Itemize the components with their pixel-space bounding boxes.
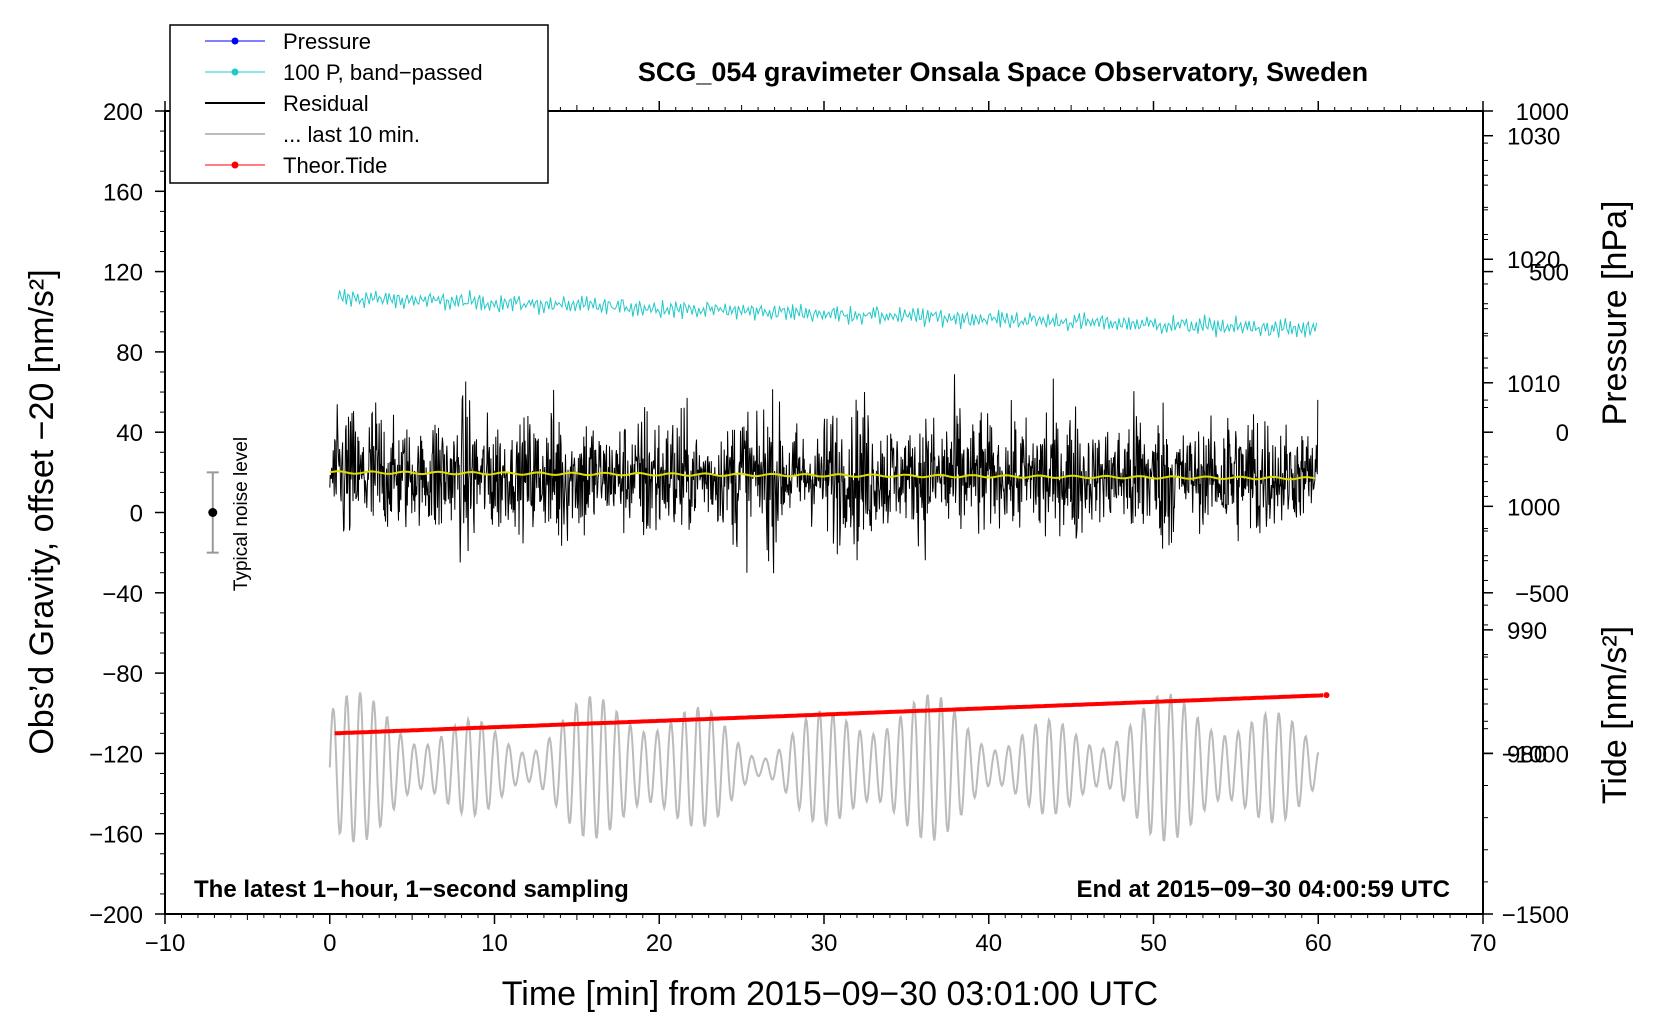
pressure-tick-label: 1010	[1507, 371, 1560, 398]
pressure-tick-label: 1000	[1507, 494, 1560, 521]
y-tick-label: 120	[103, 260, 143, 287]
end-time-annotation: End at 2015−09−30 04:00:59 UTC	[1076, 876, 1450, 903]
tide-tick-label: −1000	[1502, 741, 1569, 768]
theor-tide-end-point	[1323, 692, 1330, 699]
series-layer	[328, 289, 1330, 843]
x-tick-label: 30	[811, 930, 838, 957]
legend-label: Theor.Tide	[283, 153, 387, 178]
theor-tide-series	[334, 693, 1324, 736]
y-tick-label: 200	[103, 99, 143, 126]
tide-tick-label: 1000	[1516, 99, 1569, 126]
pressure-axis-title: Pressure [hPa]	[1596, 201, 1634, 426]
y-tick-label: −120	[89, 741, 143, 768]
pressure-tick-label: 990	[1507, 618, 1547, 645]
residual-smoothed-series	[329, 470, 1316, 481]
tide-tick-label: 500	[1529, 260, 1569, 287]
y-tick-label: 80	[116, 340, 143, 367]
last-10-min-series	[328, 692, 1320, 843]
pressure-tick-label: 1020	[1507, 247, 1560, 274]
pressure-tick-label: 1030	[1507, 124, 1560, 151]
tide-axis-title: Tide [nm/s²]	[1596, 626, 1634, 804]
chart-title: SCG_054 gravimeter Onsala Space Observat…	[638, 57, 1368, 87]
y-tick-label: 0	[130, 501, 143, 528]
tide-tick-label: 0	[1556, 420, 1569, 447]
y-axis-title: Obs’d Gravity, offset −20 [nm/s²]	[23, 269, 61, 754]
x-tick-label: 40	[975, 930, 1002, 957]
x-axis-title: Time [min] from 2015−09−30 03:01:00 UTC	[502, 975, 1158, 1013]
y-tick-label: −40	[102, 581, 143, 608]
legend-marker	[231, 161, 239, 169]
residual-series	[329, 374, 1319, 574]
y-tick-label: 160	[103, 179, 143, 206]
y-tick-label: −160	[89, 822, 143, 849]
legend-marker	[231, 37, 239, 45]
legend-label: ... last 10 min.	[283, 122, 420, 147]
legend-marker	[231, 68, 239, 76]
legend-label: 100 P, band−passed	[283, 60, 483, 85]
tide-tick-label: −1500	[1502, 902, 1569, 929]
x-tick-label: 0	[323, 930, 336, 957]
legend: Pressure 100 P, band−passed Residual ... la…	[169, 24, 549, 184]
band-passed-pressure-series	[337, 289, 1318, 338]
x-tick-label: 20	[646, 930, 673, 957]
x-tick-label: 10	[481, 930, 508, 957]
legend-entries: Pressure 100 P, band−passed Residual ... la…	[205, 29, 483, 178]
legend-label: Pressure	[283, 29, 371, 54]
sampling-annotation: The latest 1−hour, 1−second sampling	[194, 876, 629, 903]
y-tick-label: 40	[116, 420, 143, 447]
pressure-tick-label: 980	[1507, 741, 1547, 768]
axis-layer: −10 0 10 20 30 40 50 60 7020016012080400−40−80−1…	[89, 99, 1569, 957]
noise-center-dot	[208, 508, 218, 517]
x-tick-label: 70	[1470, 930, 1497, 957]
tide-tick-label: −500	[1515, 581, 1569, 608]
noise-label: Typical noise level	[231, 437, 252, 591]
x-tick-label: 60	[1305, 930, 1332, 957]
x-tick-label: 50	[1140, 930, 1167, 957]
legend-label: Residual	[283, 91, 369, 116]
y-tick-label: −200	[89, 902, 143, 929]
x-tick-label: −10	[145, 930, 186, 957]
noise-indicator: Typical noise level	[206, 437, 252, 591]
y-tick-label: −80	[102, 661, 143, 688]
